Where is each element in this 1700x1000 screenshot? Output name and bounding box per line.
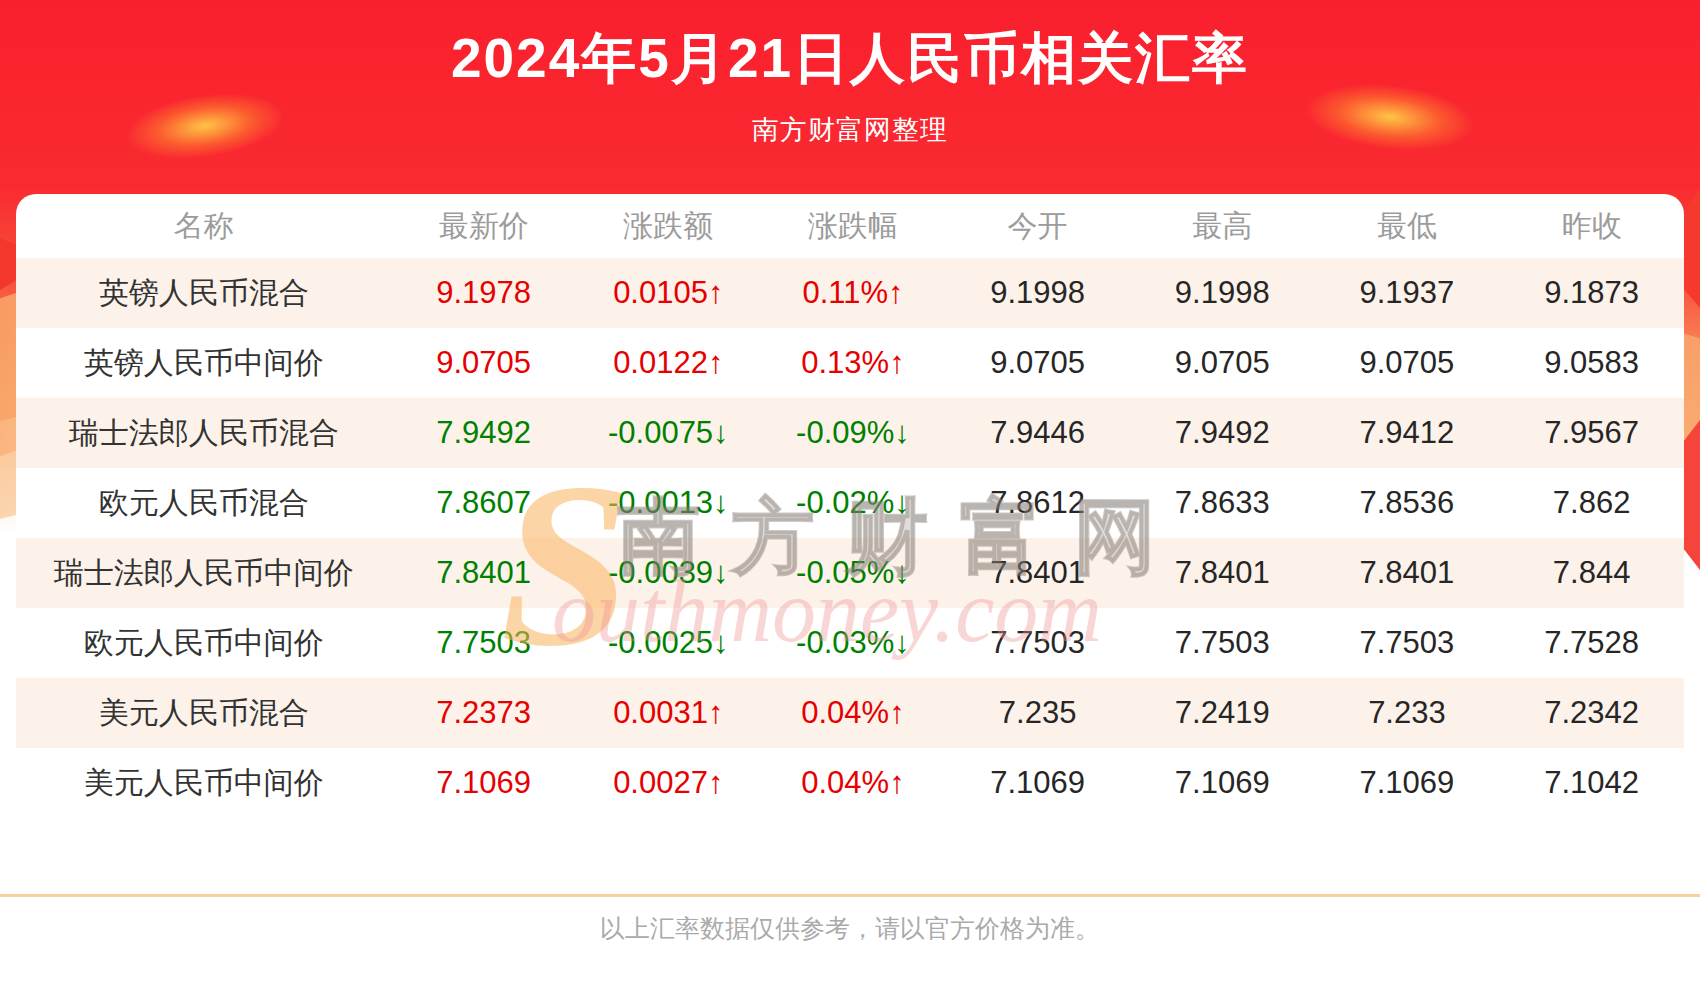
cell-prev-close: 7.7528 — [1499, 608, 1684, 678]
cell-prev-close: 7.2342 — [1499, 678, 1684, 748]
column-header: 今开 — [945, 194, 1130, 258]
cell-name: 瑞士法郎人民币混合 — [16, 398, 391, 468]
cell-name: 欧元人民币中间价 — [16, 608, 391, 678]
cell-last: 7.7503 — [391, 608, 576, 678]
cell-low: 7.8536 — [1315, 468, 1500, 538]
cell-high: 7.1069 — [1130, 748, 1315, 818]
column-header: 涨跌幅 — [761, 194, 946, 258]
cell-last: 7.1069 — [391, 748, 576, 818]
cell-name: 欧元人民币混合 — [16, 468, 391, 538]
cell-prev-close: 7.1042 — [1499, 748, 1684, 818]
cell-name: 英镑人民币中间价 — [16, 328, 391, 398]
cell-last: 7.2373 — [391, 678, 576, 748]
cell-high: 9.0705 — [1130, 328, 1315, 398]
cell-name: 英镑人民币混合 — [16, 258, 391, 328]
cell-low: 9.1937 — [1315, 258, 1500, 328]
cell-low: 9.0705 — [1315, 328, 1500, 398]
cell-name: 瑞士法郎人民币中间价 — [16, 538, 391, 608]
cell-name: 美元人民币混合 — [16, 678, 391, 748]
page-title: 2024年5月21日人民币相关汇率 — [0, 22, 1700, 96]
table-row: 美元人民币混合7.23730.0031↑0.04%↑7.2357.24197.2… — [16, 678, 1684, 748]
cell-change: -0.0013↓ — [576, 468, 761, 538]
page: 2024年5月21日人民币相关汇率 南方财富网整理 名称最新价涨跌额涨跌幅今开最… — [0, 0, 1700, 1000]
cell-prev-close: 7.862 — [1499, 468, 1684, 538]
cell-change-pct: -0.09%↓ — [761, 398, 946, 468]
column-header: 最高 — [1130, 194, 1315, 258]
cell-last: 7.8607 — [391, 468, 576, 538]
column-header: 最低 — [1315, 194, 1500, 258]
table-row: 英镑人民币中间价9.07050.0122↑0.13%↑9.07059.07059… — [16, 328, 1684, 398]
cell-last: 7.8401 — [391, 538, 576, 608]
cell-last: 9.1978 — [391, 258, 576, 328]
cell-change-pct: 0.04%↑ — [761, 678, 946, 748]
cell-open: 7.9446 — [945, 398, 1130, 468]
column-header: 涨跌额 — [576, 194, 761, 258]
cell-change-pct: 0.11%↑ — [761, 258, 946, 328]
cell-change: -0.0075↓ — [576, 398, 761, 468]
column-header: 昨收 — [1499, 194, 1684, 258]
cell-prev-close: 7.844 — [1499, 538, 1684, 608]
footer-divider-line — [0, 894, 1700, 897]
cell-low: 7.1069 — [1315, 748, 1500, 818]
table-row: 欧元人民币混合7.8607-0.0013↓-0.02%↓7.86127.8633… — [16, 468, 1684, 538]
cell-change: -0.0039↓ — [576, 538, 761, 608]
cell-high: 7.9492 — [1130, 398, 1315, 468]
cell-name: 美元人民币中间价 — [16, 748, 391, 818]
cell-open: 9.1998 — [945, 258, 1130, 328]
cell-open: 7.1069 — [945, 748, 1130, 818]
cell-high: 7.8401 — [1130, 538, 1315, 608]
cell-open: 7.235 — [945, 678, 1130, 748]
cell-prev-close: 9.1873 — [1499, 258, 1684, 328]
cell-last: 7.9492 — [391, 398, 576, 468]
cell-change: 0.0105↑ — [576, 258, 761, 328]
cell-prev-close: 9.0583 — [1499, 328, 1684, 398]
cell-change-pct: 0.04%↑ — [761, 748, 946, 818]
cell-low: 7.233 — [1315, 678, 1500, 748]
cell-last: 9.0705 — [391, 328, 576, 398]
cell-open: 9.0705 — [945, 328, 1130, 398]
cell-change-pct: -0.03%↓ — [761, 608, 946, 678]
cell-open: 7.7503 — [945, 608, 1130, 678]
column-header: 名称 — [16, 194, 391, 258]
table-header-row: 名称最新价涨跌额涨跌幅今开最高最低昨收 — [16, 194, 1684, 258]
table-row: 美元人民币中间价7.10690.0027↑0.04%↑7.10697.10697… — [16, 748, 1684, 818]
table-row: 瑞士法郎人民币中间价7.8401-0.0039↓-0.05%↓7.84017.8… — [16, 538, 1684, 608]
cell-change: 0.0122↑ — [576, 328, 761, 398]
table-row: 欧元人民币中间价7.7503-0.0025↓-0.03%↓7.75037.750… — [16, 608, 1684, 678]
cell-change: -0.0025↓ — [576, 608, 761, 678]
rate-table-body: 英镑人民币混合9.19780.0105↑0.11%↑9.19989.19989.… — [16, 258, 1684, 818]
cell-prev-close: 7.9567 — [1499, 398, 1684, 468]
cell-low: 7.9412 — [1315, 398, 1500, 468]
cell-change: 0.0027↑ — [576, 748, 761, 818]
table-row: 瑞士法郎人民币混合7.9492-0.0075↓-0.09%↓7.94467.94… — [16, 398, 1684, 468]
cell-change-pct: -0.02%↓ — [761, 468, 946, 538]
cell-open: 7.8612 — [945, 468, 1130, 538]
cell-change: 0.0031↑ — [576, 678, 761, 748]
footer-note: 以上汇率数据仅供参考，请以官方价格为准。 — [0, 912, 1700, 945]
cell-low: 7.7503 — [1315, 608, 1500, 678]
table-row: 英镑人民币混合9.19780.0105↑0.11%↑9.19989.19989.… — [16, 258, 1684, 328]
cell-high: 7.2419 — [1130, 678, 1315, 748]
column-header: 最新价 — [391, 194, 576, 258]
rates-table-card: 名称最新价涨跌额涨跌幅今开最高最低昨收 英镑人民币混合9.19780.0105↑… — [16, 194, 1684, 818]
rates-table: 名称最新价涨跌额涨跌幅今开最高最低昨收 英镑人民币混合9.19780.0105↑… — [16, 194, 1684, 818]
cell-high: 7.8633 — [1130, 468, 1315, 538]
cell-low: 7.8401 — [1315, 538, 1500, 608]
cell-open: 7.8401 — [945, 538, 1130, 608]
page-subtitle: 南方财富网整理 — [0, 112, 1700, 148]
cell-high: 9.1998 — [1130, 258, 1315, 328]
cell-change-pct: 0.13%↑ — [761, 328, 946, 398]
cell-high: 7.7503 — [1130, 608, 1315, 678]
cell-change-pct: -0.05%↓ — [761, 538, 946, 608]
